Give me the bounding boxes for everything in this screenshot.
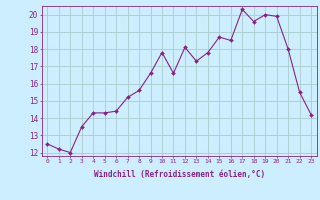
X-axis label: Windchill (Refroidissement éolien,°C): Windchill (Refroidissement éolien,°C) [94,170,265,179]
